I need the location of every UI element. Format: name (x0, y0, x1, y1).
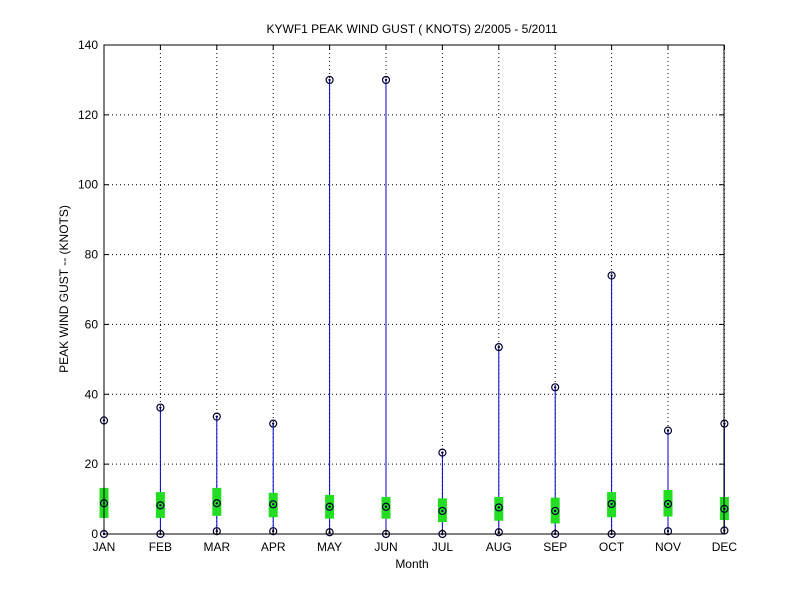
box-aug (494, 496, 504, 521)
marks-layer (99, 75, 729, 539)
max-marker-oct (607, 271, 616, 280)
x-tick-label: MAY (317, 540, 342, 554)
median-marker-oct (607, 499, 616, 509)
chart-title: KYWF1 PEAK WIND GUST ( KNOTS) 2/2005 - 5… (267, 22, 558, 36)
median-marker-dot-apr (272, 503, 275, 506)
max-marker-dot-jun (384, 78, 388, 82)
ticks-layer: 0 20 40 60 80 100 120 140 JAN FEB MAR APR MAY JUN JUL A… (78, 38, 737, 554)
y-axis-title: PEAK WIND GUST -- (KNOTS) (57, 205, 71, 373)
max-marker-feb (156, 403, 165, 412)
median-marker-dot-feb (159, 504, 162, 507)
median-marker-aug (494, 503, 503, 512)
median-marker-dot-nov (666, 502, 670, 506)
y-tick-label: 20 (85, 457, 99, 471)
y-tick-label: 40 (85, 387, 99, 401)
y-tick-label: 60 (85, 317, 99, 331)
y-tick-label: 100 (78, 178, 98, 192)
x-tick-label: JUN (374, 540, 397, 554)
min-marker-mar (212, 527, 221, 536)
median-marker-dot-mar (215, 502, 218, 505)
median-marker-dot-oct (610, 502, 613, 506)
max-marker-dot-sep (554, 386, 557, 389)
median-marker-dot-aug (497, 506, 500, 509)
max-marker-jul (438, 448, 447, 457)
y-tick-label: 140 (78, 38, 98, 52)
median-marker-sep (551, 506, 560, 516)
x-tick-label: APR (261, 540, 286, 554)
median-marker-apr (269, 500, 278, 509)
grid-layer (104, 45, 725, 534)
x-tick-label: JUL (432, 540, 454, 554)
median-marker-jul (438, 506, 447, 516)
y-tick-label: 0 (91, 527, 98, 541)
max-marker-jun (381, 75, 391, 85)
x-tick-label: MAR (203, 540, 230, 554)
median-marker-mar (212, 499, 221, 508)
max-marker-mar (212, 412, 221, 421)
x-tick-label: JAN (93, 540, 116, 554)
x-tick-label: AUG (486, 540, 512, 554)
max-marker-nov (663, 426, 673, 435)
x-tick-label: DEC (712, 540, 738, 554)
median-marker-may (325, 502, 334, 511)
median-marker-dot-may (328, 505, 331, 508)
min-marker-apr (269, 527, 278, 536)
median-marker-jun (381, 502, 391, 511)
max-marker-dot-jul (441, 451, 444, 454)
max-marker-dot-oct (610, 274, 613, 277)
max-marker-dot-apr (272, 422, 275, 425)
median-marker-nov (663, 499, 673, 509)
x-tick-label: SEP (543, 540, 567, 554)
min-marker-nov (663, 527, 673, 536)
min-marker-aug (494, 528, 503, 537)
box-mar (212, 487, 222, 516)
max-marker-apr (269, 419, 278, 428)
x-axis-title: Month (395, 557, 428, 571)
median-marker-feb (156, 501, 165, 510)
median-marker-dot-jun (384, 505, 388, 508)
max-marker-aug (494, 343, 503, 352)
y-tick-label: 120 (78, 108, 98, 122)
max-marker-dot-feb (159, 406, 162, 409)
max-marker-may (325, 75, 334, 85)
x-tick-label: OCT (599, 540, 625, 554)
plot-frame (103, 44, 725, 535)
x-tick-label: NOV (655, 540, 681, 554)
max-marker-dot-mar (215, 415, 218, 418)
max-marker-sep (551, 383, 560, 392)
max-marker-dot-aug (497, 345, 500, 349)
max-marker-dot-nov (666, 429, 670, 432)
min-marker-may (325, 528, 334, 537)
median-marker-dot-sep (554, 509, 557, 513)
x-tick-label: FEB (149, 540, 172, 554)
y-tick-label: 80 (85, 248, 99, 262)
max-marker-dot-may (328, 78, 331, 82)
median-marker-dot-jul (441, 509, 444, 513)
